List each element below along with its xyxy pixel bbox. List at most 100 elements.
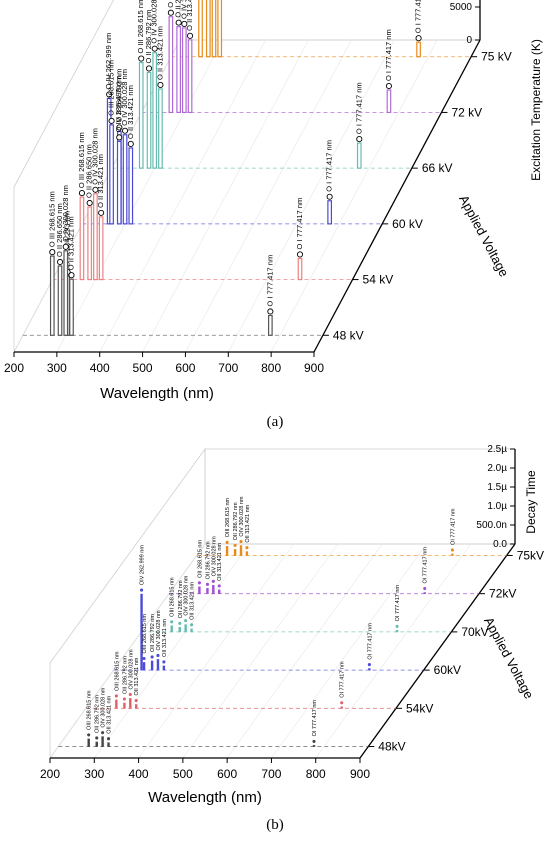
bar-marker: [134, 698, 138, 703]
spectral-bar: [115, 699, 118, 709]
chart-b-svg: 200 300 400 500 600 700 800 900 Wavelength (nm) 4…: [40, 444, 544, 806]
spectral-bar: [205, 0, 211, 58]
bar-label: OII 286.792 nm: [95, 695, 101, 733]
bar-marker: [106, 91, 113, 98]
floor-gridline: [94, 543, 250, 759]
bar-marker: [340, 701, 344, 705]
x-axis-label: Wavelength (nm): [100, 385, 214, 402]
bar-label: OII 286.792 nm: [178, 580, 184, 618]
spectral-bar: [176, 26, 182, 114]
x-tick-label: 700: [261, 767, 281, 781]
spectral-bar: [187, 39, 193, 114]
bar-marker: [145, 65, 153, 72]
bar-label: OIII 268.615 nm: [225, 497, 231, 537]
x-tick-label: 500: [173, 767, 193, 781]
y-tick-label: 75 kV: [481, 50, 512, 64]
x-axis-label: Wavelength (nm): [148, 789, 262, 806]
bar-marker: [127, 140, 134, 148]
bar-label: OII 268.615 nm: [197, 540, 203, 578]
spectral-bar: [138, 61, 144, 169]
back-wall: [204, 448, 516, 545]
bar-label: OII 313.421 nm: [245, 504, 251, 542]
spectral-bar: [297, 257, 303, 281]
bar-label: OIV 300.028 nm: [128, 649, 134, 689]
bar-label: OII 286.792 nm: [233, 502, 239, 540]
bar-marker: [197, 581, 201, 585]
spectral-bar: [178, 627, 181, 633]
bar-marker: [122, 697, 126, 701]
spectral-bar: [170, 625, 173, 633]
bar-label: OI 777.417 nm: [312, 700, 318, 737]
y-tick-label: 48kV: [378, 740, 405, 754]
floor-gridline: [138, 543, 294, 759]
floor-gridline: [226, 543, 383, 759]
bar-marker: [138, 55, 145, 62]
bar-label: O II 286.792 nm: [174, 0, 183, 18]
y-axis-line: [313, 39, 481, 353]
bar-label: O III 268.615 nm: [47, 191, 56, 247]
bar-label: O I 777.417 nm: [414, 0, 423, 33]
bar-marker: [92, 186, 99, 193]
bar-marker: [78, 190, 85, 197]
bar-label: OII 313.421 nm: [107, 695, 113, 733]
y-axis-line: [359, 543, 516, 759]
spectral-bar: [451, 553, 454, 556]
spectral-bar: [152, 52, 158, 169]
bar-marker: [217, 584, 221, 588]
y-tick-label: 70kV: [461, 625, 488, 639]
z-tick-label: 1.0µ: [487, 501, 507, 512]
spectral-bar: [327, 200, 332, 225]
bar-label: O I 777.417 nm: [265, 255, 274, 307]
bar-label: O II 286.650 nm: [55, 203, 64, 257]
bar-label: OIV 300.028 nm: [101, 687, 107, 727]
bar-marker: [326, 193, 333, 200]
bar-marker: [267, 308, 274, 315]
bar-label: OI 777.417 nm: [423, 547, 429, 584]
y-axis-label: Applied Voltage: [481, 614, 537, 701]
z-tick-label: 0: [466, 35, 472, 46]
chart-panel-b: 200 300 400 500 600 700 800 900 Wavelength (nm) 4…: [0, 440, 550, 842]
spectral-bar: [268, 314, 273, 336]
bar-label: OIII 268.615 nm: [114, 651, 120, 691]
bar-label: OIV 300.028 nm: [156, 610, 162, 650]
spectral-bar: [98, 216, 104, 281]
spectral-bar: [95, 741, 98, 747]
z-tick-label: 2.0µ: [487, 463, 507, 474]
bar-marker: [170, 620, 174, 624]
bar-label: O IV 300.028 nm: [61, 185, 70, 242]
x-tick-label: 900: [304, 361, 324, 375]
bar-marker: [116, 124, 123, 131]
floor-gridline: [49, 543, 206, 759]
bar-marker: [106, 737, 111, 741]
caption-b: (b): [266, 817, 284, 833]
bar-label: OII 286.792 nm: [205, 541, 211, 579]
bar-label: O III 268.615 nm: [107, 60, 116, 116]
bar-label: O III 268.615 nm: [136, 0, 145, 54]
spectral-bar: [93, 193, 98, 281]
floor-gridline: [142, 39, 309, 353]
bar-marker: [450, 548, 454, 552]
z-tick-label: 0.0: [493, 539, 507, 550]
spectral-bar: [123, 702, 126, 709]
floor-gridline: [315, 543, 471, 759]
bar-marker: [190, 623, 194, 627]
spectral-bar: [423, 592, 426, 594]
bar-marker: [415, 35, 422, 42]
bar-marker: [108, 117, 115, 124]
z-tick-label: 5000: [450, 2, 473, 13]
spectral-bar: [356, 142, 362, 169]
bar-label: OII 313.421 nm: [190, 582, 196, 620]
spectral-bar: [116, 140, 122, 225]
z-axis-label: Excitation Temperature (K): [529, 39, 543, 181]
bar-label: O IV 286.498 nm: [114, 76, 123, 133]
spectral-bar: [225, 546, 229, 556]
bar-label: O II 313.421 nm: [185, 0, 194, 31]
x-tick-label: 300: [84, 767, 104, 781]
bar-marker: [142, 656, 146, 661]
bar-marker: [68, 272, 75, 279]
bar-marker: [233, 543, 237, 547]
bar-label: OIII 268.615 nm: [142, 614, 148, 654]
floor-gridline: [271, 543, 427, 759]
z-axis-label: Decay Time: [524, 470, 538, 534]
x-tick-label: 300: [47, 361, 67, 375]
